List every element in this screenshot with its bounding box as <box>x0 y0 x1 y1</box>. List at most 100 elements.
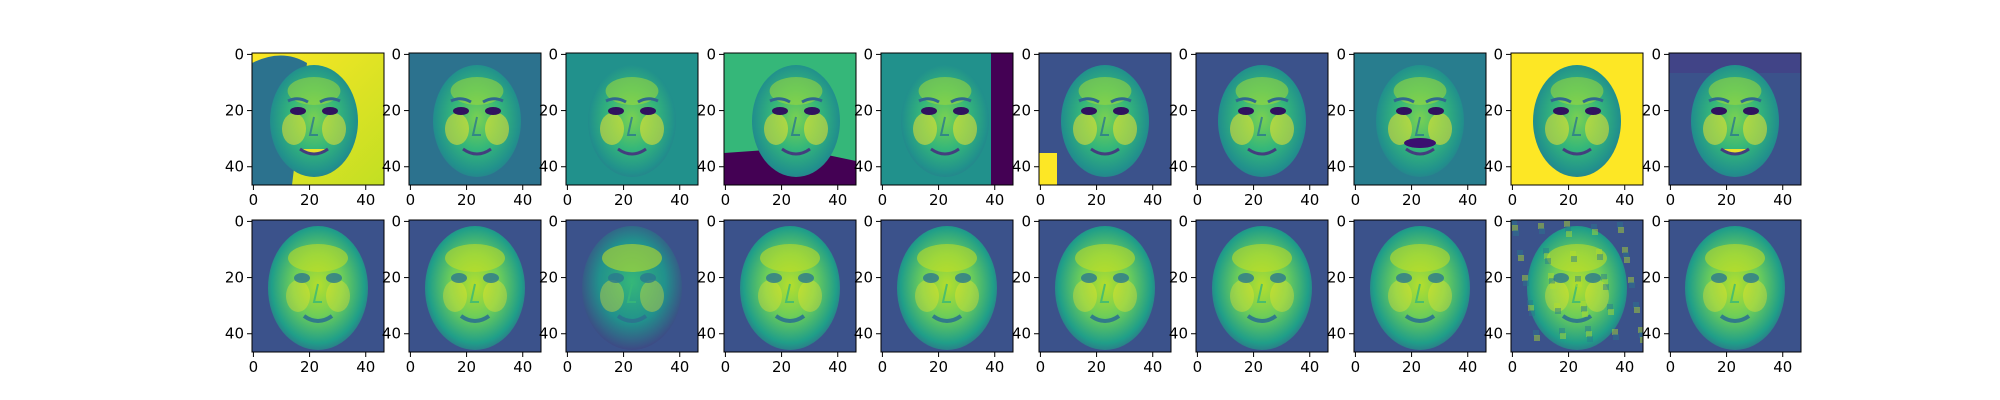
y-tick-label: 20 <box>1484 269 1503 287</box>
y-tick-label: 20 <box>697 102 716 120</box>
recon-3-image <box>566 220 698 352</box>
x-tick-label: 0 <box>563 191 573 209</box>
y-tick-label: 40 <box>1642 325 1661 343</box>
recon-6-image <box>1039 220 1171 352</box>
y-tick-label: 0 <box>1178 45 1188 63</box>
y-tick-label: 40 <box>539 325 558 343</box>
face-6-panel: 0 20 40 0 20 40 <box>1012 45 1172 209</box>
x-tick-label: 0 <box>721 191 731 209</box>
y-tick-label: 40 <box>1484 325 1503 343</box>
x-tick-label: 20 <box>457 358 476 376</box>
x-tick-label: 20 <box>1402 191 1421 209</box>
recon-9-panel: 0 20 40 0 20 40 <box>1484 212 1644 376</box>
recon-5-image <box>881 220 1013 352</box>
y-tick-label: 40 <box>1012 325 1031 343</box>
x-tick-label: 20 <box>1559 191 1578 209</box>
y-tick-label: 20 <box>1327 102 1346 120</box>
y-tick-label: 40 <box>1327 325 1346 343</box>
axes-frame <box>723 52 857 186</box>
y-tick-label: 0 <box>1336 212 1346 230</box>
face-5-panel: 0 20 40 0 20 40 <box>854 45 1014 209</box>
y-tick-label: 0 <box>391 45 401 63</box>
y-tick-label: 40 <box>539 158 558 176</box>
x-tick-label: 20 <box>772 358 791 376</box>
y-tick-label: 0 <box>1651 212 1661 230</box>
recon-8-panel: 0 20 40 0 20 40 <box>1327 212 1487 376</box>
y-tick-label: 20 <box>1012 269 1031 287</box>
x-tick-label: 40 <box>1458 358 1477 376</box>
axes-frame <box>723 219 857 353</box>
recon-1-panel: 0 20 40 0 20 40 <box>225 212 385 376</box>
x-tick-label: 40 <box>513 358 532 376</box>
x-tick-label: 40 <box>513 191 532 209</box>
face-4-panel: 0 20 40 0 20 40 <box>697 45 857 209</box>
y-tick-label: 20 <box>854 102 873 120</box>
x-tick-label: 20 <box>772 191 791 209</box>
x-tick-label: 0 <box>1036 358 1046 376</box>
y-tick-label: 20 <box>539 269 558 287</box>
x-tick-label: 40 <box>670 358 689 376</box>
face-2-panel: 0 20 40 0 20 40 <box>382 45 542 209</box>
y-tick-label: 0 <box>1651 45 1661 63</box>
y-tick-label: 40 <box>225 158 244 176</box>
y-tick-label: 0 <box>863 212 873 230</box>
face-6-image <box>1039 53 1171 185</box>
y-tick-label: 20 <box>382 269 401 287</box>
recon-7-image <box>1196 220 1328 352</box>
y-tick-label: 20 <box>1642 102 1661 120</box>
face-7-image <box>1196 53 1328 185</box>
axes-frame <box>565 52 699 186</box>
axes-frame <box>408 52 542 186</box>
x-tick-label: 0 <box>249 191 259 209</box>
x-tick-label: 40 <box>828 191 847 209</box>
recon-2-panel: 0 20 40 0 20 40 <box>382 212 542 376</box>
face-8-panel: 0 20 40 0 20 40 <box>1327 45 1487 209</box>
face-4-image <box>724 53 856 185</box>
x-tick-label: 20 <box>1244 358 1263 376</box>
face-1-panel: 0 20 40 0 20 40 <box>225 45 385 209</box>
x-tick-label: 0 <box>1193 191 1203 209</box>
y-tick-label: 40 <box>225 325 244 343</box>
y-tick-label: 20 <box>854 269 873 287</box>
axes-frame <box>1510 219 1644 353</box>
x-tick-label: 20 <box>929 358 948 376</box>
recon-4-panel: 0 20 40 0 20 40 <box>697 212 857 376</box>
axes-frame <box>1038 52 1172 186</box>
recon-8-image <box>1354 220 1486 352</box>
x-tick-label: 0 <box>1508 191 1518 209</box>
y-tick-label: 20 <box>225 102 244 120</box>
axes-frame <box>880 219 1014 353</box>
x-tick-label: 20 <box>457 191 476 209</box>
x-tick-label: 0 <box>1351 191 1361 209</box>
y-tick-label: 20 <box>697 269 716 287</box>
x-tick-label: 20 <box>929 191 948 209</box>
axes-frame <box>1038 219 1172 353</box>
face-9-panel: 0 20 40 0 20 40 <box>1484 45 1644 209</box>
y-tick-label: 0 <box>391 212 401 230</box>
x-tick-label: 20 <box>1559 358 1578 376</box>
face-10-panel: 0 20 40 0 20 40 <box>1642 45 1802 209</box>
y-tick-label: 20 <box>539 102 558 120</box>
x-tick-label: 40 <box>1458 191 1477 209</box>
x-tick-label: 40 <box>1300 358 1319 376</box>
x-tick-label: 20 <box>1717 358 1736 376</box>
axes-frame <box>1195 219 1329 353</box>
x-tick-label: 40 <box>1143 358 1162 376</box>
axes-frame <box>565 219 699 353</box>
recon-10-image <box>1669 220 1801 352</box>
recon-4-image <box>724 220 856 352</box>
x-tick-label: 0 <box>1666 191 1676 209</box>
x-tick-label: 0 <box>249 358 259 376</box>
axes-frame <box>1668 52 1802 186</box>
x-tick-label: 20 <box>1717 191 1736 209</box>
recon-5-panel: 0 20 40 0 20 40 <box>854 212 1014 376</box>
y-tick-label: 0 <box>234 212 244 230</box>
x-tick-label: 0 <box>878 191 888 209</box>
y-tick-label: 40 <box>1169 158 1188 176</box>
y-tick-label: 40 <box>854 158 873 176</box>
x-tick-label: 40 <box>1300 191 1319 209</box>
x-tick-label: 0 <box>406 358 416 376</box>
axes-frame <box>408 219 542 353</box>
y-tick-label: 20 <box>1642 269 1661 287</box>
